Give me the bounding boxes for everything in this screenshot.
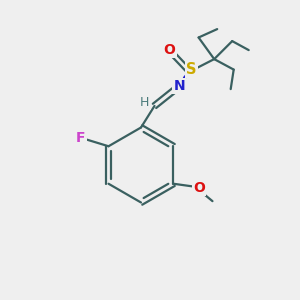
Text: N: N	[174, 79, 185, 93]
Text: S: S	[186, 62, 196, 77]
Text: O: O	[164, 43, 175, 57]
Text: F: F	[76, 131, 86, 145]
Text: O: O	[193, 181, 205, 195]
Text: H: H	[140, 96, 150, 110]
